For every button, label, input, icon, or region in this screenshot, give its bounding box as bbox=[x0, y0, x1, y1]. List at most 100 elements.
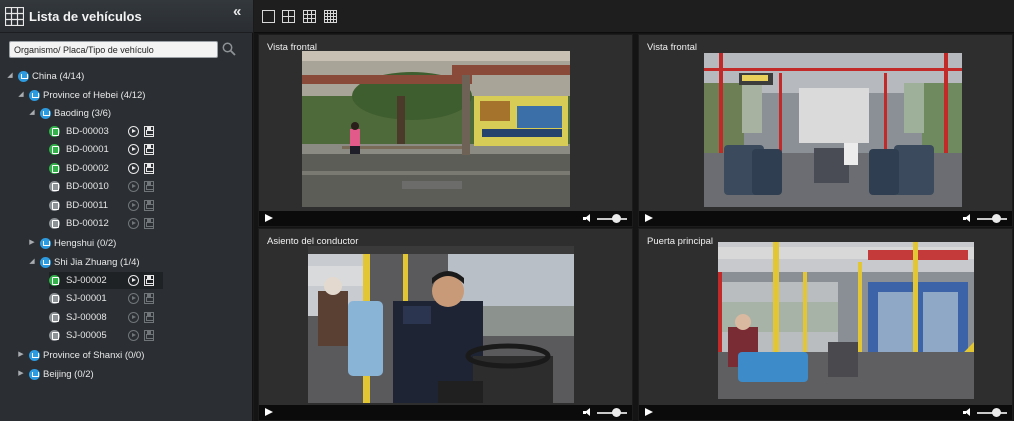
tree-node-shijiazhuang[interactable]: ◢ Shi Jia Zhuang (1/4) bbox=[28, 253, 140, 271]
video-wall: Vista frontal bbox=[254, 0, 1014, 421]
play-video-icon[interactable] bbox=[128, 126, 139, 137]
vehicle-row-sj-00002[interactable]: SJ-00002 bbox=[49, 272, 163, 289]
play-video-icon[interactable] bbox=[128, 144, 139, 155]
volume-icon[interactable] bbox=[963, 214, 972, 223]
play-video-icon[interactable] bbox=[128, 312, 139, 323]
play-video-icon[interactable] bbox=[128, 200, 139, 211]
volume-slider-handle[interactable] bbox=[992, 214, 1001, 223]
video-feed-bus-stop bbox=[302, 51, 570, 207]
search-input[interactable] bbox=[9, 41, 218, 58]
vehicle-label: BD-00001 bbox=[66, 144, 109, 155]
bus-online-icon bbox=[49, 126, 60, 137]
play-icon[interactable] bbox=[265, 408, 273, 416]
video-pane-1[interactable]: Vista frontal bbox=[258, 34, 633, 227]
tree-node-china[interactable]: ◢ China (4/14) bbox=[6, 67, 84, 85]
vehicle-row-bd-00001[interactable]: BD-00001 bbox=[49, 141, 163, 158]
organization-icon bbox=[40, 107, 51, 119]
collapse-arrow-icon[interactable]: ◢ bbox=[18, 91, 24, 98]
layout-2x2-icon[interactable] bbox=[282, 10, 295, 23]
bus-offline-icon bbox=[49, 181, 60, 192]
record-icon[interactable] bbox=[144, 126, 154, 137]
record-icon[interactable] bbox=[144, 293, 154, 304]
volume-icon[interactable] bbox=[963, 408, 972, 417]
bus-offline-icon bbox=[49, 293, 60, 304]
collapse-arrow-icon[interactable]: ◢ bbox=[29, 258, 35, 265]
video-pane-4[interactable]: Puerta principal bbox=[638, 228, 1013, 421]
layout-1x1-icon[interactable] bbox=[262, 10, 275, 23]
vehicle-label: SJ-00001 bbox=[66, 293, 107, 304]
play-video-icon[interactable] bbox=[128, 218, 139, 229]
vehicle-label: BD-00010 bbox=[66, 181, 109, 192]
record-icon[interactable] bbox=[144, 218, 154, 229]
play-video-icon[interactable] bbox=[128, 330, 139, 341]
vehicle-row-bd-00010[interactable]: BD-00010 bbox=[49, 178, 163, 195]
video-pane-3[interactable]: Asiento del conductor bbox=[258, 228, 633, 421]
node-label: Province of Shanxi (0/0) bbox=[43, 349, 145, 361]
pane-title: Puerta principal bbox=[647, 236, 714, 247]
play-video-icon[interactable] bbox=[128, 163, 139, 174]
expand-arrow-icon[interactable]: ▶ bbox=[18, 351, 24, 358]
record-icon[interactable] bbox=[144, 312, 154, 323]
vehicle-row-sj-00008[interactable]: SJ-00008 bbox=[49, 309, 163, 326]
vehicle-label: SJ-00002 bbox=[66, 275, 107, 286]
organization-icon bbox=[29, 89, 40, 101]
vehicle-row-sj-00001[interactable]: SJ-00001 bbox=[49, 290, 163, 307]
bus-offline-icon bbox=[49, 330, 60, 341]
tree-node-beijing[interactable]: ▶ Beijing (0/2) bbox=[17, 365, 94, 383]
tree-node-shanxi[interactable]: ▶ Province of Shanxi (0/0) bbox=[17, 346, 144, 364]
node-label: Province of Hebei (4/12) bbox=[43, 89, 146, 101]
vehicle-row-bd-00003[interactable]: BD-00003 bbox=[49, 123, 163, 140]
vehicle-label: BD-00011 bbox=[66, 200, 109, 211]
expand-arrow-icon[interactable]: ▶ bbox=[29, 239, 35, 246]
bus-offline-icon bbox=[49, 312, 60, 323]
play-icon[interactable] bbox=[645, 408, 653, 416]
record-icon[interactable] bbox=[144, 275, 154, 286]
bus-offline-icon bbox=[49, 218, 60, 229]
sidebar-header: Lista de vehículos « bbox=[0, 0, 253, 33]
bus-online-icon bbox=[49, 163, 60, 174]
video-control-bar bbox=[639, 405, 1012, 420]
pane-title: Asiento del conductor bbox=[267, 236, 359, 247]
search-icon[interactable] bbox=[222, 42, 236, 56]
volume-slider-handle[interactable] bbox=[992, 408, 1001, 417]
vehicle-label: BD-00012 bbox=[66, 218, 109, 229]
vehicle-row-bd-00012[interactable]: BD-00012 bbox=[49, 215, 163, 232]
play-video-icon[interactable] bbox=[128, 181, 139, 192]
tree-node-hebei[interactable]: ◢ Province of Hebei (4/12) bbox=[17, 86, 145, 104]
tree-node-hengshui[interactable]: ▶ Hengshui (0/2) bbox=[28, 234, 116, 252]
play-video-icon[interactable] bbox=[128, 275, 139, 286]
tree-node-baoding[interactable]: ◢ Baoding (3/6) bbox=[28, 104, 111, 122]
collapse-arrow-icon[interactable]: ◢ bbox=[29, 109, 35, 116]
collapse-arrow-icon[interactable]: ◢ bbox=[7, 72, 13, 79]
layout-3x3-icon[interactable] bbox=[303, 10, 316, 23]
vehicle-list-panel: Lista de vehículos « ◢ China (4/14) ◢ Pr… bbox=[0, 0, 253, 421]
vehicle-row-bd-00002[interactable]: BD-00002 bbox=[49, 160, 163, 177]
video-control-bar bbox=[259, 405, 632, 420]
play-video-icon[interactable] bbox=[128, 293, 139, 304]
volume-icon[interactable] bbox=[583, 408, 592, 417]
video-pane-2[interactable]: Vista frontal bbox=[638, 34, 1013, 227]
volume-slider-handle[interactable] bbox=[612, 214, 621, 223]
record-icon[interactable] bbox=[144, 330, 154, 341]
video-feed-main-door bbox=[718, 242, 974, 399]
node-label: Shi Jia Zhuang (1/4) bbox=[54, 256, 140, 268]
vehicle-row-sj-00005[interactable]: SJ-00005 bbox=[49, 327, 163, 344]
vehicle-row-bd-00011[interactable]: BD-00011 bbox=[49, 197, 163, 214]
volume-slider-handle[interactable] bbox=[612, 408, 621, 417]
record-icon[interactable] bbox=[144, 144, 154, 155]
video-control-bar bbox=[639, 211, 1012, 226]
organization-icon bbox=[40, 237, 51, 249]
collapse-sidebar-icon[interactable]: « bbox=[233, 3, 242, 20]
organization-icon bbox=[29, 349, 40, 361]
bus-online-icon bbox=[49, 275, 60, 286]
volume-icon[interactable] bbox=[583, 214, 592, 223]
layout-4x4-icon[interactable] bbox=[324, 10, 337, 23]
bus-offline-icon bbox=[49, 200, 60, 211]
play-icon[interactable] bbox=[265, 214, 273, 222]
record-icon[interactable] bbox=[144, 163, 154, 174]
record-icon[interactable] bbox=[144, 200, 154, 211]
record-icon[interactable] bbox=[144, 181, 154, 192]
organization-icon bbox=[18, 70, 29, 82]
expand-arrow-icon[interactable]: ▶ bbox=[18, 370, 24, 377]
play-icon[interactable] bbox=[645, 214, 653, 222]
